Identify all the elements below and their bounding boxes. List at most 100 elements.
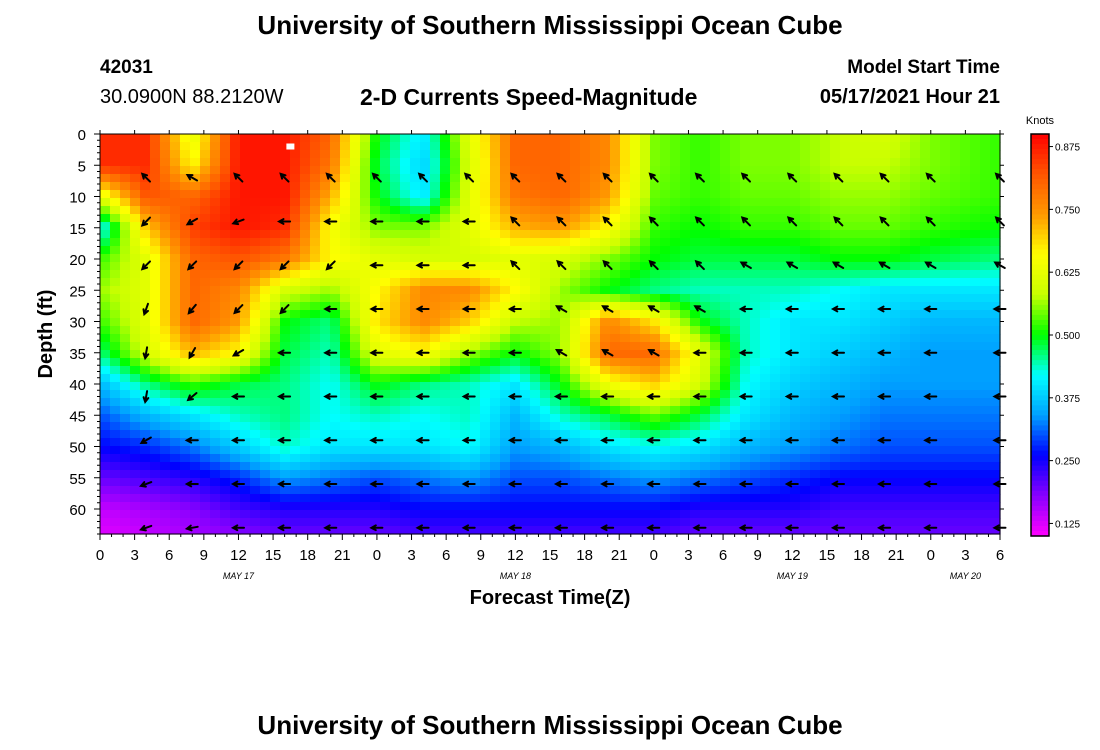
heat-cell [710, 374, 721, 383]
heat-cell [820, 182, 831, 191]
heat-cell [640, 270, 651, 279]
heat-cell [330, 398, 341, 407]
heat-cell [450, 174, 461, 183]
current-arrow [277, 218, 292, 225]
heat-cell [850, 310, 861, 319]
heat-cell [560, 462, 571, 471]
heat-cell [560, 414, 571, 423]
heat-cell [970, 414, 981, 423]
heat-cell [430, 294, 441, 303]
heat-cell [810, 246, 821, 255]
heat-cell [940, 382, 951, 391]
heat-cell [850, 318, 861, 327]
heat-cell [640, 262, 651, 271]
heat-cell [170, 358, 181, 367]
heat-cell [600, 238, 611, 247]
x-tick-label: 6 [442, 547, 450, 564]
heat-cell [430, 454, 441, 463]
heat-cell [360, 150, 371, 159]
heat-cell [310, 422, 321, 431]
heat-cell [290, 350, 301, 359]
heat-cell [110, 326, 121, 335]
heat-cell [680, 334, 691, 343]
heat-cell [320, 486, 331, 495]
heat-cell [520, 342, 531, 351]
heat-cell [320, 214, 331, 223]
heat-cell [780, 206, 791, 215]
heat-cell [670, 254, 681, 263]
heat-cell [410, 406, 421, 415]
heat-cell [800, 262, 811, 271]
heat-cell [650, 206, 661, 215]
heat-cell [940, 310, 951, 319]
heat-cell [910, 230, 921, 239]
heat-cell [690, 334, 701, 343]
heat-cell [950, 382, 961, 391]
heat-cell [570, 414, 581, 423]
heat-cell [430, 510, 441, 519]
heat-cell [680, 462, 691, 471]
heat-cell [710, 382, 721, 391]
heat-cell [210, 238, 221, 247]
colorbar-segment [1031, 244, 1049, 251]
heat-cell [930, 478, 941, 487]
heat-cell [880, 526, 891, 535]
heat-cell [480, 334, 491, 343]
heat-cell [600, 462, 611, 471]
heat-cell [710, 414, 721, 423]
heat-cell [510, 318, 521, 327]
heat-cell [360, 446, 371, 455]
heat-cell [210, 214, 221, 223]
heat-cell [170, 318, 181, 327]
heat-cell [360, 238, 371, 247]
heat-cell [570, 302, 581, 311]
heat-cell [520, 526, 531, 535]
heat-cell [860, 150, 871, 159]
heat-cell [710, 510, 721, 519]
heat-cell [610, 278, 621, 287]
heat-cell [560, 406, 571, 415]
heat-cell [150, 342, 161, 351]
heat-cell [950, 502, 961, 511]
heat-cell [190, 438, 201, 447]
heat-cell [880, 478, 891, 487]
heat-cell [270, 422, 281, 431]
heat-cell [430, 150, 441, 159]
heat-cell [340, 246, 351, 255]
heat-cell [480, 406, 491, 415]
heat-cell [990, 438, 1001, 447]
current-arrow [738, 393, 753, 400]
heat-cell [180, 390, 191, 399]
heat-cell [590, 518, 601, 527]
heat-cell [730, 134, 741, 143]
heat-cell [690, 438, 701, 447]
colorbar-segment [1031, 530, 1049, 537]
heat-cell [570, 446, 581, 455]
heat-cell [760, 414, 771, 423]
colorbar-segment [1031, 515, 1049, 522]
heat-cell [570, 182, 581, 191]
heat-cell [210, 430, 221, 439]
heat-cell [970, 494, 981, 503]
heat-cell [980, 286, 991, 295]
colorbar-segment [1031, 134, 1049, 140]
heat-cell [730, 254, 741, 263]
heat-cell [680, 366, 691, 375]
heat-cell [690, 326, 701, 335]
heat-cell [900, 454, 911, 463]
heat-cell [950, 414, 961, 423]
heat-cell [500, 358, 511, 367]
heat-cell [120, 198, 131, 207]
heat-cell [550, 174, 561, 183]
heat-cell [820, 238, 831, 247]
heat-cell [960, 462, 971, 471]
heat-cell [690, 406, 701, 415]
heat-cell [510, 430, 521, 439]
heat-cell [610, 302, 621, 311]
heat-cell [270, 446, 281, 455]
heat-cell [990, 334, 1001, 343]
heat-cell [240, 286, 251, 295]
heat-cell [880, 230, 891, 239]
heat-cell [670, 358, 681, 367]
heat-cell [210, 350, 221, 359]
